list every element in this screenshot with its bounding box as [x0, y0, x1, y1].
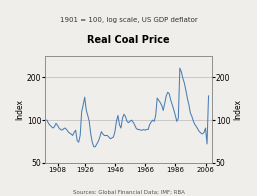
Text: Sources: Global Financial Data; IMF; RBA: Sources: Global Financial Data; IMF; RBA: [72, 190, 185, 195]
Text: 1901 = 100, log scale, US GDP deflator: 1901 = 100, log scale, US GDP deflator: [60, 17, 197, 23]
Y-axis label: Index: Index: [15, 99, 24, 120]
Y-axis label: Index: Index: [233, 99, 242, 120]
Title: Real Coal Price: Real Coal Price: [87, 35, 170, 45]
